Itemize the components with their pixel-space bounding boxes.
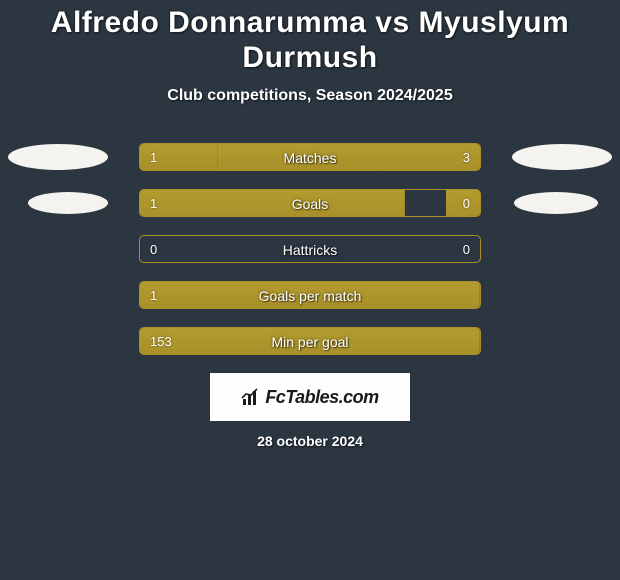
bar-left-fill [140, 282, 480, 308]
date-label: 28 october 2024 [0, 433, 620, 449]
stat-row: Matches13 [0, 143, 620, 171]
stat-bar: Matches13 [139, 143, 481, 171]
bar-left-fill [140, 190, 405, 216]
stat-row: Min per goal153 [0, 327, 620, 355]
brand-text: FcTables.com [265, 387, 378, 408]
stat-row: Goals per match1 [0, 281, 620, 309]
bar-left-fill [140, 144, 218, 170]
stat-left-value: 0 [150, 236, 157, 263]
stat-row: Goals10 [0, 189, 620, 217]
stat-bar: Min per goal153 [139, 327, 481, 355]
brand-box: FcTables.com [210, 373, 410, 421]
subtitle: Club competitions, Season 2024/2025 [0, 87, 620, 105]
player-left-marker [8, 144, 108, 170]
chart-icon [241, 388, 261, 406]
bar-right-fill [446, 190, 480, 216]
bar-left-fill [140, 236, 141, 262]
stat-label: Hattricks [140, 236, 480, 263]
player-right-marker [512, 144, 612, 170]
bar-left-fill [140, 328, 480, 354]
stat-bar: Goals per match1 [139, 281, 481, 309]
stat-right-value: 0 [463, 236, 470, 263]
stats-area: Matches13 Goals10 Hattricks0 0 Goals per mat… [0, 143, 620, 355]
player-right-marker [514, 192, 598, 214]
bar-right-fill [218, 144, 480, 170]
player-left-marker [28, 192, 108, 214]
stat-row: Hattricks0 0 [0, 235, 620, 263]
stat-bar: Goals10 [139, 189, 481, 217]
page-title: Alfredo Donnarumma vs Myuslyum Durmush [0, 0, 620, 75]
stat-bar: Hattricks0 0 [139, 235, 481, 263]
